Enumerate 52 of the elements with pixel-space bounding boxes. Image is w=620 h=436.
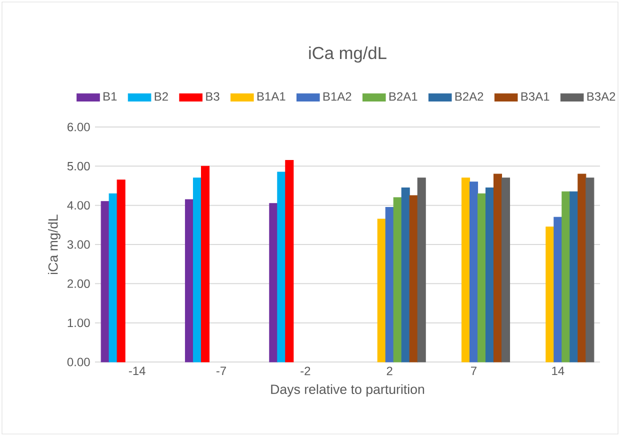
bar bbox=[116, 180, 126, 362]
bar bbox=[200, 166, 210, 362]
y-axis-title: iCa mg/dL bbox=[48, 214, 60, 274]
bar bbox=[586, 178, 594, 362]
bar bbox=[469, 182, 478, 362]
bar bbox=[461, 178, 470, 362]
bar bbox=[393, 197, 402, 362]
bar bbox=[570, 191, 578, 362]
x-tick-label: 2 bbox=[386, 366, 392, 376]
bar bbox=[546, 226, 554, 362]
y-tick-label: 1.00 bbox=[68, 318, 90, 328]
bar bbox=[401, 187, 410, 362]
bar bbox=[269, 203, 278, 362]
bar bbox=[477, 193, 486, 362]
bar bbox=[409, 195, 418, 362]
bar bbox=[493, 174, 502, 362]
bar bbox=[501, 178, 510, 362]
x-tick-label: -14 bbox=[128, 366, 146, 375]
bar bbox=[277, 172, 286, 362]
chart-title: iCa mg/dL bbox=[309, 46, 386, 63]
y-tick-label: 3.00 bbox=[67, 240, 90, 249]
bar bbox=[562, 191, 570, 362]
bar bbox=[578, 174, 586, 362]
bar bbox=[485, 187, 494, 362]
legend-label: B1A1 bbox=[257, 92, 286, 101]
legend-label: B1A2 bbox=[323, 92, 352, 101]
bar bbox=[100, 201, 110, 362]
x-tick-label: -7 bbox=[216, 366, 226, 375]
bar bbox=[417, 178, 426, 362]
legend-label: B2A1 bbox=[389, 92, 418, 101]
y-tick-label: 2.00 bbox=[68, 279, 90, 288]
legend-label: B2 bbox=[154, 92, 168, 101]
x-tick-label: -2 bbox=[300, 366, 310, 376]
legend-label: B3A1 bbox=[521, 92, 550, 101]
bar bbox=[184, 199, 194, 362]
bar bbox=[377, 218, 386, 362]
x-tick-label: 7 bbox=[471, 366, 476, 375]
y-tick-label: 0.00 bbox=[67, 358, 90, 366]
x-tick-label: 14 bbox=[552, 366, 564, 375]
bar bbox=[285, 160, 294, 362]
y-tick-label: 6.00 bbox=[68, 122, 90, 132]
legend-label: B1 bbox=[104, 92, 117, 101]
y-tick-label: 4.00 bbox=[67, 201, 90, 210]
bar bbox=[554, 216, 562, 362]
bar bbox=[385, 207, 394, 362]
x-axis-title: Days relative to parturition bbox=[271, 384, 424, 397]
legend-label: B2A2 bbox=[455, 92, 484, 101]
legend-label: B3 bbox=[206, 92, 220, 101]
legend-label: B3A2 bbox=[587, 92, 616, 101]
bar bbox=[108, 193, 118, 362]
bar bbox=[192, 178, 202, 362]
y-tick-label: 5.00 bbox=[67, 162, 90, 170]
